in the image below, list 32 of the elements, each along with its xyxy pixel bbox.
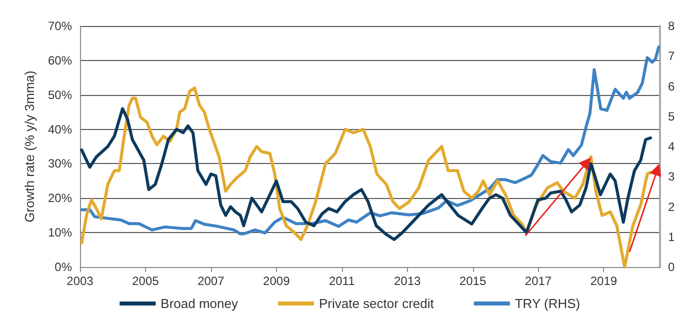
y-tick-label: 50% xyxy=(48,88,72,102)
x-tick-label: 2007 xyxy=(198,274,225,288)
y2-tick-label: 7 xyxy=(668,49,675,64)
legend-label: Broad money xyxy=(160,296,238,311)
x-tick-label: 2003 xyxy=(66,274,94,288)
x-tick-label: 2005 xyxy=(132,274,160,288)
y-tick-label: 30% xyxy=(48,156,72,171)
y2-tick-label: 2 xyxy=(668,200,675,214)
x-tick-label: 2013 xyxy=(394,274,421,288)
x-tick-label: 2019 xyxy=(590,274,618,288)
line-series xyxy=(80,107,652,241)
y-tick-label: 0% xyxy=(54,260,72,274)
y-tick-label: 10% xyxy=(48,226,72,240)
y-tick-label: 40% xyxy=(48,122,72,136)
x-tick-label: 2009 xyxy=(263,274,290,288)
y2-tick-label: 0 xyxy=(668,260,675,274)
y2-tick-label: 5 xyxy=(668,109,675,124)
y2-tick-label: 8 xyxy=(668,19,675,33)
y2-tick-label: 6 xyxy=(668,79,675,94)
x-tick-label: 2017 xyxy=(524,274,552,288)
x-tick-label: 2015 xyxy=(459,274,486,288)
y-tick-label: 20% xyxy=(48,191,72,206)
legend-label: Private sector credit xyxy=(318,296,434,311)
x-tick-label: 2011 xyxy=(328,274,356,288)
y2-tick-label: 1 xyxy=(668,230,675,244)
y-axis-title: Growth rate (% y/y 3mma) xyxy=(22,70,37,222)
y2-tick-label: 3 xyxy=(668,170,675,184)
line-series xyxy=(80,46,660,236)
y-tick-label: 60% xyxy=(48,53,72,68)
legend-label: TRY (RHS) xyxy=(514,296,580,311)
y-tick-label: 70% xyxy=(48,19,72,33)
y2-tick-label: 4 xyxy=(668,140,675,154)
